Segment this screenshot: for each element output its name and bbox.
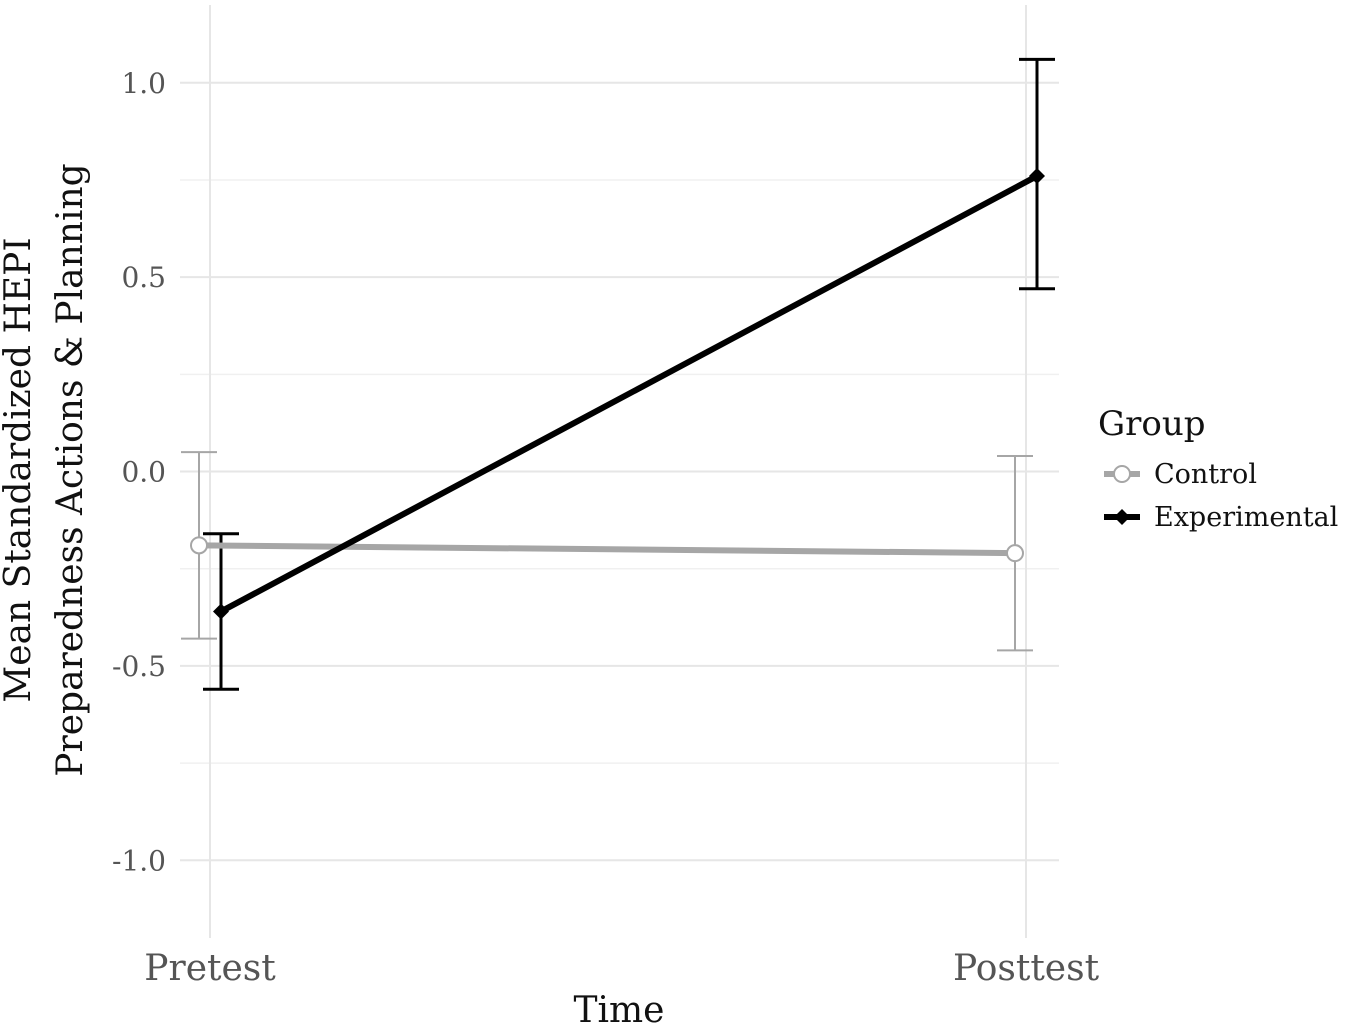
y-tick-label: 1.0 <box>121 67 166 100</box>
legend-key-marker <box>1113 465 1131 483</box>
legend-item: Experimental <box>1104 502 1338 533</box>
y-tick-label: -1.0 <box>112 844 166 877</box>
data-point <box>213 603 229 620</box>
x-axis-title: Time <box>574 990 665 1026</box>
legend: Group Control Experimental <box>1098 404 1338 533</box>
x-tick-label: Pretest <box>144 948 276 989</box>
y-tick-label: 0.5 <box>121 261 166 294</box>
series-lines <box>196 173 1040 615</box>
grid <box>180 5 1059 938</box>
series-line <box>218 173 1040 615</box>
y-tick-label: 0.0 <box>121 456 166 489</box>
x-tick-labels: Pretest Posttest <box>144 948 1099 989</box>
legend-items: Control Experimental <box>1104 459 1338 533</box>
x-tick-label: Posttest <box>953 948 1100 989</box>
y-tick-label: -0.5 <box>112 650 166 683</box>
y-axis-title-line-2: Preparedness Actions & Planning <box>50 163 91 776</box>
data-point <box>1029 168 1045 185</box>
data-point <box>1006 544 1024 563</box>
data-point <box>190 536 208 555</box>
legend-label: Control <box>1154 459 1257 490</box>
legend-key-marker <box>1114 509 1130 525</box>
series-line <box>196 542 1018 557</box>
legend-title: Group <box>1098 404 1206 444</box>
legend-item: Control <box>1104 459 1257 490</box>
series-markers <box>190 168 1045 620</box>
legend-label: Experimental <box>1154 502 1338 533</box>
y-axis-title: Mean Standardized HEPI Preparedness Acti… <box>0 163 91 776</box>
y-axis-title-line-1: Mean Standardized HEPI <box>0 237 39 702</box>
y-tick-labels: 1.0 0.5 0.0 -0.5 -1.0 <box>112 67 166 878</box>
